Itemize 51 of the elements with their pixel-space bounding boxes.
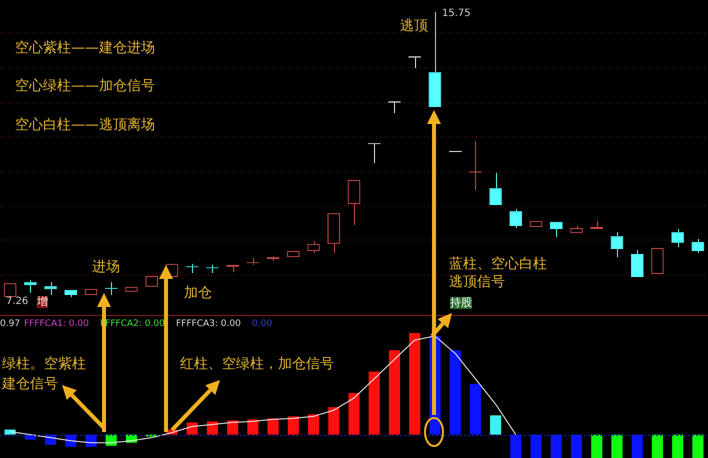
bar: [611, 434, 623, 458]
annotation: 15.75: [442, 7, 471, 21]
annotation: 逃顶信号: [449, 274, 505, 290]
bar: [206, 421, 218, 435]
bar: [348, 392, 360, 435]
candlestick: [630, 249, 644, 278]
text: FFFFCA3: 0.00: [176, 318, 241, 331]
bar: [510, 434, 522, 458]
bar: [227, 420, 238, 435]
annotation: 7.26: [6, 295, 28, 309]
annotation: 逃顶: [400, 18, 428, 34]
annotation: 绿柱。空紫柱: [2, 356, 86, 372]
text: FFFFCA1: 0.00: [24, 318, 89, 331]
bar: [591, 434, 602, 458]
bar: [632, 434, 643, 458]
candlestick: [469, 140, 482, 191]
annotation: 加仓: [184, 285, 212, 301]
annotation: 空心紫柱——建仓进场: [15, 40, 155, 56]
bar: [692, 434, 704, 458]
candlestick: [24, 280, 37, 294]
candlestick: [64, 290, 78, 298]
bar: [570, 434, 582, 458]
text: 0.97: [0, 318, 20, 331]
bar: [550, 434, 562, 458]
bar: [409, 333, 420, 435]
bar: [308, 414, 320, 435]
bar: [388, 350, 400, 435]
candlestick: [550, 222, 563, 238]
bar: [368, 372, 380, 435]
candlestick: [44, 282, 57, 296]
bar: [247, 419, 258, 435]
annotation: 红柱、空绿柱，加仓信号: [180, 356, 334, 372]
annotation: 增: [37, 295, 48, 308]
bar: [268, 418, 279, 435]
candlestick: [428, 12, 442, 107]
annotation: 建仓信号: [2, 376, 58, 392]
bar: [652, 434, 663, 458]
annotation: 空心绿柱——加仓信号: [15, 78, 155, 94]
annotation: 空心白柱——逃顶离场: [15, 117, 155, 133]
bar: [490, 415, 502, 435]
bar: [328, 407, 340, 435]
annotation: 蓝柱、空心白柱: [449, 256, 547, 272]
bar: [470, 384, 481, 435]
annotation: 持股: [450, 296, 472, 309]
bar: [530, 434, 542, 458]
text: 0.00: [252, 318, 272, 331]
candlestick: [590, 220, 604, 230]
bar: [288, 416, 299, 435]
annotation: 进场: [92, 259, 120, 275]
bar: [450, 350, 461, 435]
bar: [672, 434, 684, 458]
